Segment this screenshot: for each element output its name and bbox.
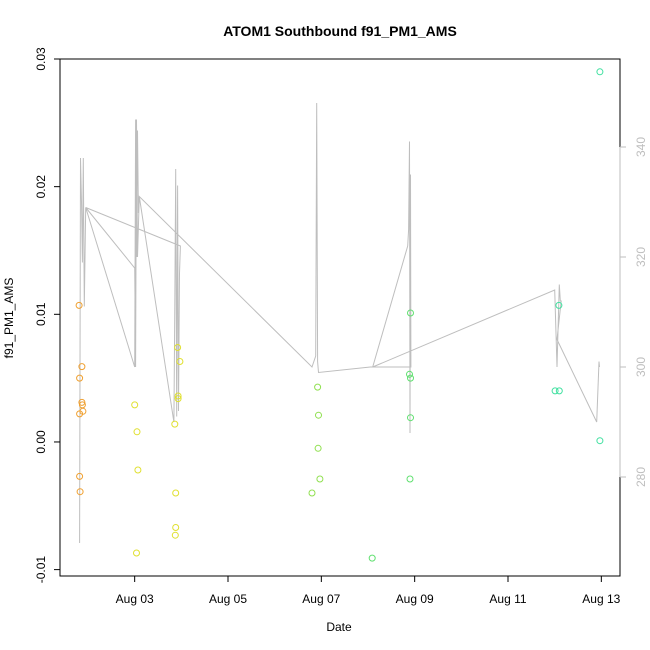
data-point bbox=[406, 370, 413, 378]
data-point bbox=[174, 344, 182, 351]
data-point bbox=[555, 387, 563, 395]
y2-tick-label: 340 bbox=[634, 137, 648, 157]
data-point bbox=[133, 549, 140, 557]
data-point bbox=[172, 524, 180, 531]
data-point bbox=[174, 392, 182, 400]
y-tick-label: 0.03 bbox=[34, 47, 48, 71]
x-tick-label: Aug 03 bbox=[116, 592, 154, 606]
data-point bbox=[174, 395, 182, 403]
data-point bbox=[308, 489, 316, 497]
data-point bbox=[75, 301, 83, 309]
data-point bbox=[171, 531, 179, 539]
y-tick-label: 0.01 bbox=[34, 302, 48, 326]
points-layer bbox=[75, 68, 604, 562]
y2-tick-label: 320 bbox=[634, 247, 648, 267]
data-point bbox=[407, 309, 414, 317]
data-point bbox=[407, 374, 414, 382]
plot-frame bbox=[59, 58, 621, 577]
data-point bbox=[171, 420, 179, 428]
y2-tick-label: 300 bbox=[634, 357, 648, 377]
right-axis: 280 300 320 340 bbox=[619, 137, 648, 487]
y-tick-label: 0.02 bbox=[34, 175, 48, 199]
data-point bbox=[133, 428, 141, 436]
data-point bbox=[78, 398, 86, 406]
x-tick-label: Aug 11 bbox=[489, 592, 526, 606]
data-point bbox=[368, 554, 376, 562]
data-point bbox=[316, 475, 324, 483]
data-point bbox=[76, 472, 84, 480]
y-axis-title: f91_PM1_AMS bbox=[2, 278, 16, 359]
data-point bbox=[596, 437, 604, 445]
data-point bbox=[78, 363, 86, 371]
data-point bbox=[76, 374, 84, 382]
x-tick-label: Aug 13 bbox=[582, 592, 620, 606]
bottom-axis: Aug 03 Aug 05 Aug 07 Aug 09 Aug 11 Aug 13 bbox=[116, 575, 621, 606]
secondary-series-layer bbox=[79, 102, 600, 544]
y-tick-label: 0.00 bbox=[34, 430, 48, 454]
y2-tick-label: 280 bbox=[634, 467, 648, 487]
data-point bbox=[79, 407, 87, 415]
data-point bbox=[134, 466, 142, 474]
y-tick-label: -0.01 bbox=[34, 556, 48, 584]
secondary-series-line bbox=[79, 102, 600, 544]
data-point bbox=[176, 358, 184, 365]
data-point bbox=[406, 475, 414, 483]
x-axis-title: Date bbox=[326, 620, 352, 634]
data-point bbox=[407, 414, 414, 422]
data-point bbox=[314, 444, 322, 452]
data-point bbox=[76, 488, 84, 496]
data-point bbox=[555, 301, 563, 309]
data-point bbox=[172, 489, 180, 497]
data-point bbox=[131, 401, 139, 409]
data-point bbox=[596, 68, 604, 76]
data-point bbox=[551, 387, 559, 395]
chart-title: ATOM1 Southbound f91_PM1_AMS bbox=[223, 23, 457, 39]
x-tick-label: Aug 07 bbox=[302, 592, 340, 606]
x-tick-label: Aug 09 bbox=[396, 592, 434, 606]
data-point bbox=[315, 411, 322, 419]
data-point bbox=[314, 383, 322, 391]
left-axis: 0.03 0.02 0.01 0.00 -0.01 bbox=[34, 47, 61, 584]
x-tick-label: Aug 05 bbox=[209, 592, 247, 606]
